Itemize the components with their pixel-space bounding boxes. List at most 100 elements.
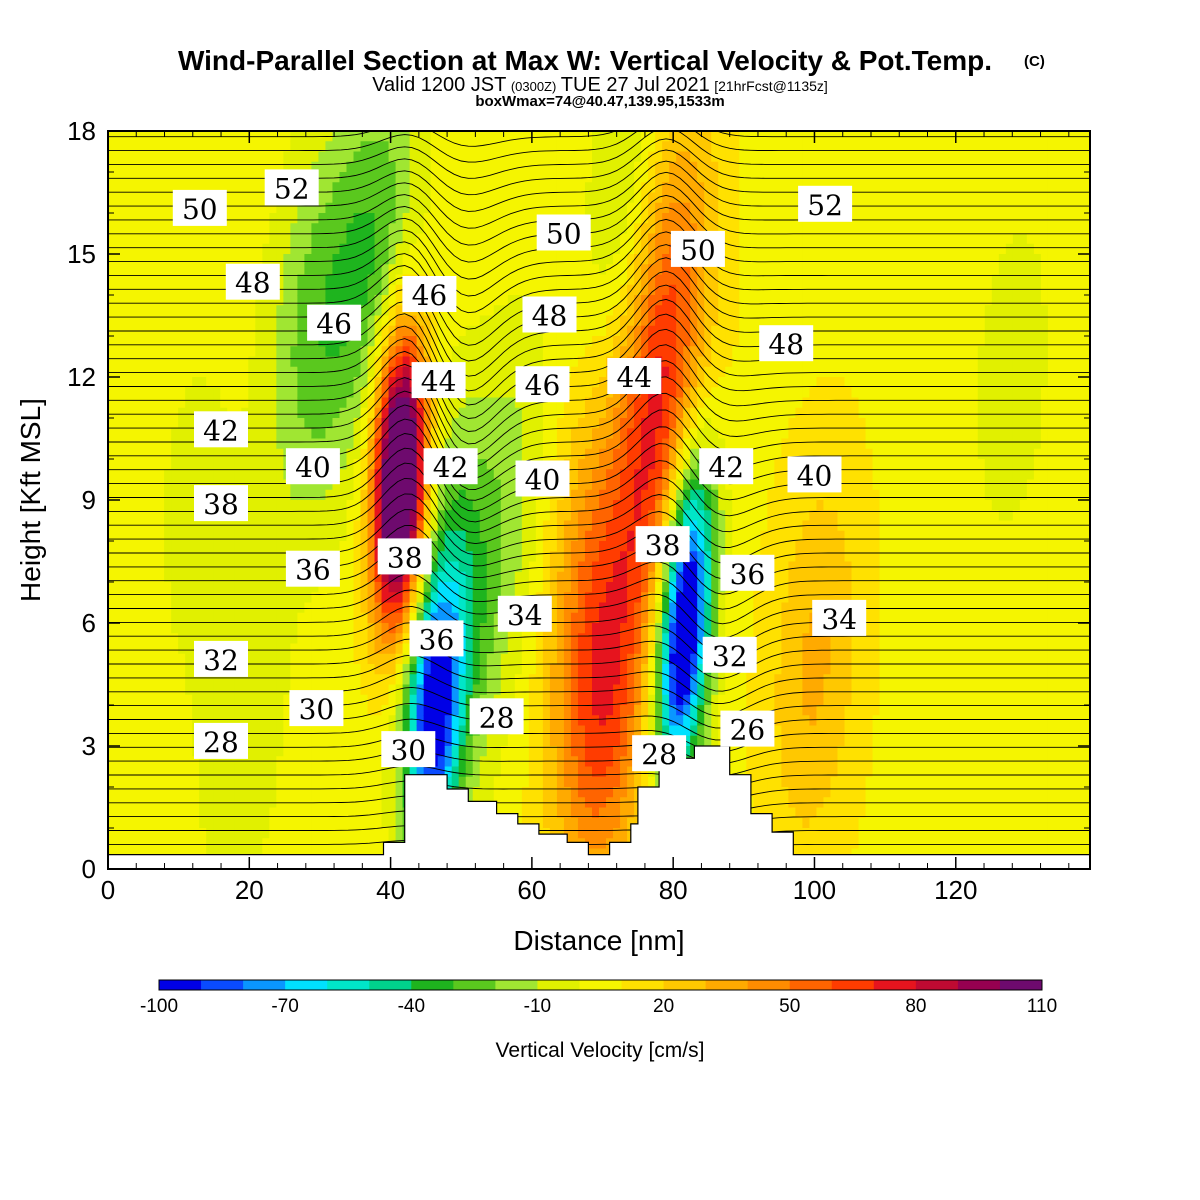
w-cell — [192, 161, 200, 173]
w-cell — [318, 479, 327, 491]
w-cell — [521, 274, 530, 286]
w-cell — [479, 243, 488, 255]
w-cell — [220, 684, 228, 696]
w-cell — [297, 653, 305, 665]
w-cell — [325, 623, 334, 634]
w-cell — [136, 602, 144, 614]
w-cell — [213, 838, 221, 850]
w-cell — [136, 715, 144, 727]
w-cell — [304, 254, 313, 265]
w-cell — [164, 305, 172, 317]
w-cell — [346, 182, 355, 194]
w-cell — [458, 612, 467, 624]
w-cell — [206, 828, 214, 839]
w-cell — [171, 418, 179, 429]
w-cell — [318, 418, 327, 429]
w-cell — [108, 202, 116, 214]
w-cell — [360, 848, 369, 860]
w-cell — [374, 500, 383, 511]
w-cell — [115, 407, 123, 419]
w-cell — [472, 623, 481, 634]
w-cell — [388, 428, 397, 440]
w-cell — [437, 530, 446, 542]
w-cell — [304, 520, 313, 532]
w-cell — [276, 202, 284, 214]
w-cell — [479, 315, 488, 327]
w-cell — [346, 346, 355, 358]
w-cell — [381, 459, 390, 470]
w-cell — [213, 807, 221, 819]
w-cell — [465, 510, 474, 522]
w-cell — [185, 674, 193, 686]
w-cell — [290, 776, 298, 788]
w-cell — [255, 725, 263, 737]
w-cell — [255, 715, 263, 727]
w-cell — [570, 192, 579, 204]
w-cell — [486, 223, 495, 235]
w-cell — [346, 705, 355, 716]
w-cell — [570, 141, 579, 153]
w-cell — [591, 325, 600, 337]
w-cell — [122, 459, 130, 470]
w-cell — [192, 705, 200, 716]
w-cell — [276, 213, 284, 224]
w-cell — [199, 541, 207, 552]
w-cell — [570, 346, 579, 358]
w-cell — [255, 633, 263, 645]
w-cell — [171, 469, 179, 481]
w-cell — [556, 756, 565, 768]
w-cell — [437, 571, 446, 583]
w-cell — [136, 705, 144, 716]
w-cell — [514, 295, 523, 306]
w-cell — [472, 161, 481, 173]
w-cell — [129, 817, 137, 829]
w-cell — [325, 746, 334, 757]
w-cell — [353, 551, 362, 563]
w-cell — [150, 438, 158, 450]
w-cell — [444, 131, 453, 142]
w-cell — [150, 274, 158, 286]
w-cell — [304, 510, 313, 522]
w-cell — [185, 684, 193, 696]
w-cell — [129, 489, 137, 501]
w-cell — [339, 469, 348, 481]
w-cell — [353, 479, 362, 491]
w-cell — [423, 612, 432, 624]
w-cell — [143, 284, 151, 296]
w-cell — [115, 151, 123, 163]
w-cell — [507, 746, 516, 757]
w-cell — [115, 674, 123, 686]
w-cell — [290, 530, 298, 542]
w-cell — [150, 397, 158, 409]
w-cell — [346, 623, 355, 634]
w-cell — [248, 530, 256, 542]
w-cell — [178, 336, 186, 347]
w-cell — [136, 284, 144, 296]
w-cell — [570, 489, 579, 501]
w-cell — [346, 448, 355, 460]
w-cell — [395, 397, 404, 409]
w-cell — [143, 705, 151, 716]
w-cell — [486, 510, 495, 522]
w-cell — [108, 397, 116, 409]
w-cell — [325, 223, 334, 235]
w-cell — [402, 643, 411, 655]
w-cell — [514, 653, 523, 665]
w-cell — [458, 766, 467, 778]
w-cell — [395, 500, 404, 511]
w-cell — [325, 817, 334, 829]
w-cell — [381, 725, 390, 737]
w-cell — [311, 233, 320, 245]
w-cell — [213, 817, 221, 829]
w-cell — [178, 356, 186, 368]
w-cell — [248, 715, 256, 727]
w-cell — [353, 766, 362, 778]
w-cell — [584, 715, 593, 727]
w-cell — [367, 366, 376, 378]
w-cell — [122, 756, 130, 768]
w-cell — [304, 213, 313, 224]
w-cell — [493, 541, 502, 552]
w-cell — [542, 653, 551, 665]
w-cell — [584, 674, 593, 686]
w-cell — [500, 684, 509, 696]
